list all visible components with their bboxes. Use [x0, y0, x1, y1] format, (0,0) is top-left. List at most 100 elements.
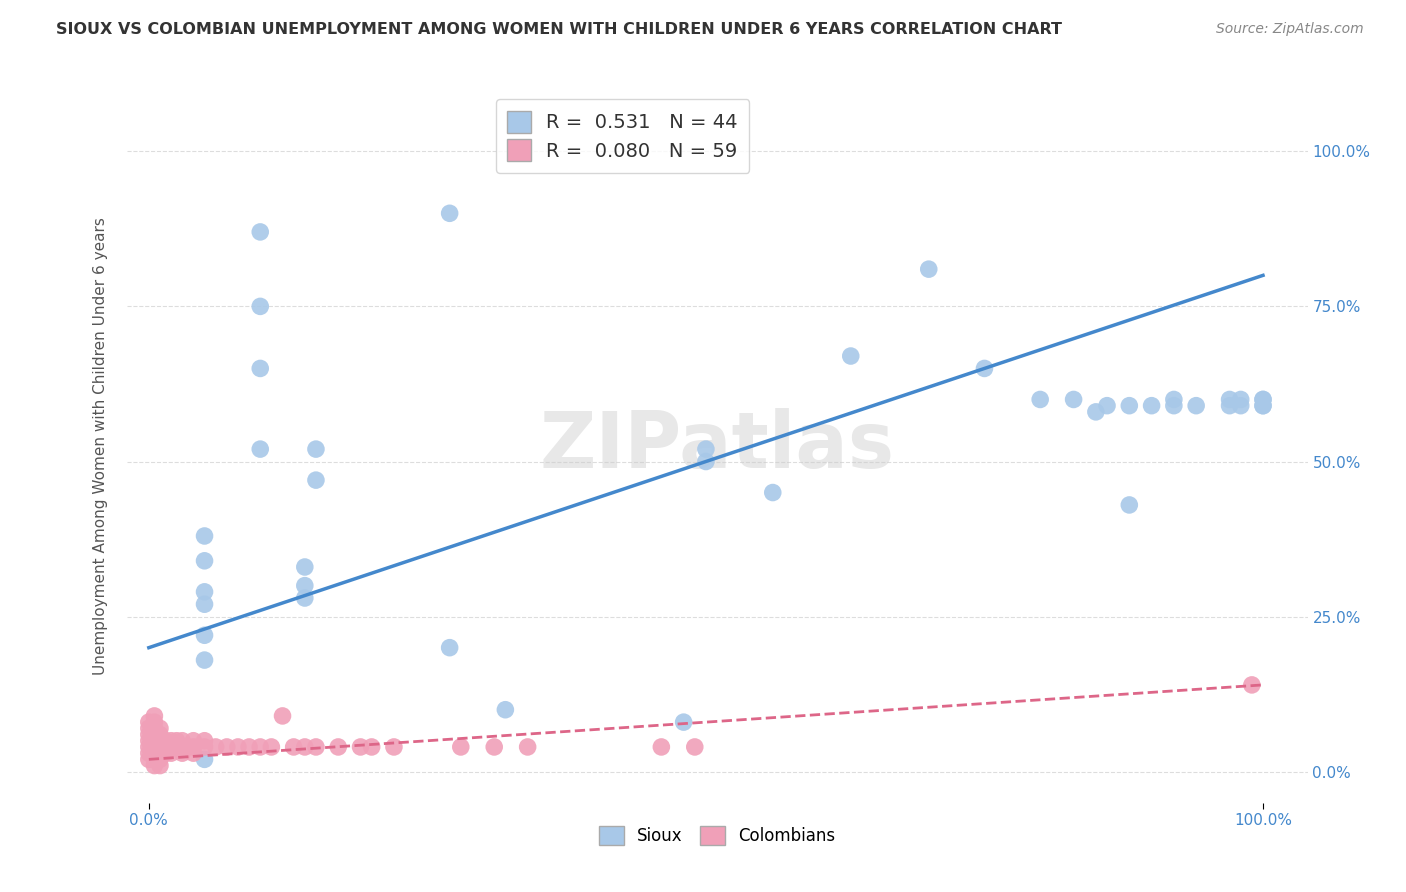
Point: [160, 733, 183, 747]
Point: [149, 722, 172, 736]
Point: [1219, 392, 1241, 407]
Point: [172, 746, 194, 760]
Point: [1251, 392, 1274, 407]
Point: [484, 739, 506, 754]
Point: [1251, 399, 1274, 413]
Point: [138, 733, 160, 747]
Point: [1163, 399, 1185, 413]
Point: [166, 733, 188, 747]
Point: [149, 733, 172, 747]
Point: [143, 709, 166, 723]
Point: [1163, 392, 1185, 407]
Point: [349, 739, 371, 754]
Point: [973, 361, 995, 376]
Point: [1219, 399, 1241, 413]
Point: [249, 361, 271, 376]
Point: [1029, 392, 1052, 407]
Point: [172, 739, 194, 754]
Point: [183, 739, 205, 754]
Point: [382, 739, 405, 754]
Point: [138, 727, 160, 741]
Legend: Sioux, Colombians: Sioux, Colombians: [592, 819, 842, 852]
Point: [149, 739, 172, 754]
Point: [155, 746, 177, 760]
Point: [1251, 392, 1274, 407]
Point: [138, 722, 160, 736]
Point: [1084, 405, 1107, 419]
Point: [695, 454, 717, 468]
Point: [172, 733, 194, 747]
Point: [1063, 392, 1085, 407]
Point: [672, 715, 695, 730]
Point: [155, 739, 177, 754]
Point: [683, 739, 706, 754]
Point: [149, 758, 172, 772]
Point: [1229, 399, 1251, 413]
Point: [155, 733, 177, 747]
Point: [193, 529, 215, 543]
Point: [193, 628, 215, 642]
Y-axis label: Unemployment Among Women with Children Under 6 years: Unemployment Among Women with Children U…: [93, 217, 108, 675]
Point: [294, 579, 316, 593]
Point: [143, 758, 166, 772]
Point: [1251, 399, 1274, 413]
Point: [215, 739, 238, 754]
Point: [439, 206, 461, 220]
Point: [1185, 399, 1208, 413]
Point: [294, 739, 316, 754]
Point: [143, 733, 166, 747]
Point: [305, 442, 328, 456]
Point: [143, 722, 166, 736]
Point: [1240, 678, 1263, 692]
Point: [149, 752, 172, 766]
Point: [249, 442, 271, 456]
Point: [193, 752, 215, 766]
Point: [204, 739, 226, 754]
Point: [260, 739, 283, 754]
Point: [143, 715, 166, 730]
Point: [193, 739, 215, 754]
Point: [305, 739, 328, 754]
Point: [149, 746, 172, 760]
Point: [238, 739, 260, 754]
Point: [193, 584, 215, 599]
Point: [138, 746, 160, 760]
Text: Source: ZipAtlas.com: Source: ZipAtlas.com: [1216, 22, 1364, 37]
Point: [918, 262, 941, 277]
Point: [305, 473, 328, 487]
Point: [1095, 399, 1118, 413]
Text: ZIPatlas: ZIPatlas: [540, 408, 894, 484]
Point: [283, 739, 305, 754]
Point: [249, 299, 271, 313]
Point: [226, 739, 249, 754]
Point: [1118, 498, 1140, 512]
Text: SIOUX VS COLOMBIAN UNEMPLOYMENT AMONG WOMEN WITH CHILDREN UNDER 6 YEARS CORRELAT: SIOUX VS COLOMBIAN UNEMPLOYMENT AMONG WO…: [56, 22, 1063, 37]
Point: [138, 739, 160, 754]
Point: [138, 752, 160, 766]
Point: [360, 739, 382, 754]
Point: [1118, 399, 1140, 413]
Point: [183, 733, 205, 747]
Point: [143, 739, 166, 754]
Point: [143, 727, 166, 741]
Point: [1229, 392, 1251, 407]
Point: [494, 703, 516, 717]
Point: [160, 739, 183, 754]
Point: [839, 349, 862, 363]
Point: [516, 739, 538, 754]
Point: [143, 746, 166, 760]
Point: [160, 746, 183, 760]
Point: [149, 727, 172, 741]
Point: [166, 739, 188, 754]
Point: [193, 554, 215, 568]
Point: [762, 485, 785, 500]
Point: [439, 640, 461, 655]
Point: [650, 739, 672, 754]
Point: [143, 752, 166, 766]
Point: [294, 591, 316, 605]
Point: [193, 653, 215, 667]
Point: [138, 715, 160, 730]
Point: [450, 739, 472, 754]
Point: [271, 709, 294, 723]
Point: [183, 746, 205, 760]
